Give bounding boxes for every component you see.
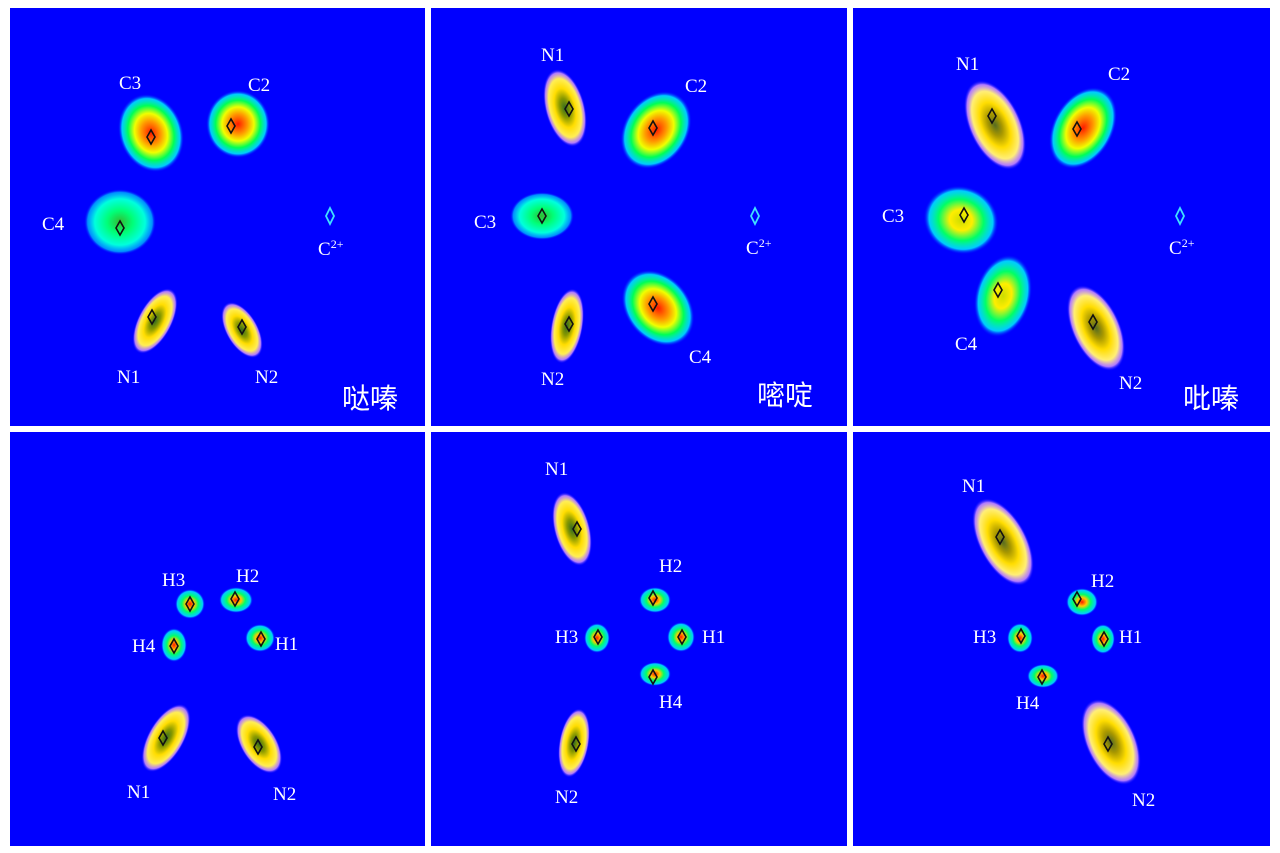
- label: C3: [882, 206, 904, 227]
- label: N1: [956, 54, 979, 75]
- label: H3: [162, 570, 185, 591]
- density-blob: [963, 80, 1027, 170]
- label: N2: [1119, 373, 1142, 394]
- label: N2: [541, 369, 564, 390]
- density-blob: [1027, 664, 1059, 688]
- density-blob: [141, 703, 191, 773]
- density-map: H3 H2 H4 H1 N1 N2: [127, 566, 298, 805]
- density-blob: [1066, 285, 1126, 371]
- density-blob: [1091, 624, 1115, 654]
- position-markers: [158, 590, 266, 756]
- label: C3: [119, 73, 141, 94]
- label: H2: [659, 556, 682, 577]
- label: H2: [1091, 571, 1114, 592]
- density-blob: [510, 192, 574, 240]
- label: C4: [42, 214, 65, 235]
- density-blob: [552, 492, 592, 566]
- label: H4: [132, 636, 156, 657]
- density-blob: [206, 90, 270, 158]
- label: C2: [1108, 64, 1130, 85]
- density-blob: [558, 708, 590, 778]
- position-markers: [537, 100, 658, 333]
- density-blob: [235, 714, 283, 774]
- label: N1: [117, 367, 140, 388]
- density-blob: [923, 185, 999, 255]
- density-map: N1 H2 H3 H1 H4 N2: [962, 476, 1155, 811]
- label: H1: [1119, 627, 1142, 648]
- position-markers: [115, 117, 247, 336]
- label: H4: [659, 692, 683, 713]
- density-blob: [584, 623, 610, 653]
- label: H2: [236, 566, 259, 587]
- molecule-name: 嘧啶: [757, 379, 813, 412]
- density-blob: [1048, 87, 1118, 169]
- label: H1: [702, 627, 725, 648]
- label: H3: [973, 627, 996, 648]
- ion-label: C2+: [746, 236, 772, 259]
- density-blob: [132, 288, 178, 354]
- position-markers: [995, 528, 1113, 753]
- label: C3: [474, 212, 496, 233]
- molecule-name: 哒嗪: [342, 382, 398, 415]
- density-blob: [1007, 623, 1033, 653]
- panel-pyrimidine-hydrogen-nitrogen: N1 H2 H3 H1 H4 N2: [431, 432, 847, 846]
- density-map: C3 C2 C4 N1 N2 C2+ 哒嗪: [42, 73, 408, 415]
- ion-marker: [324, 205, 336, 227]
- density-map: N1 H2 H3 H1 H4 N2: [545, 459, 725, 808]
- density-blob: [117, 93, 185, 173]
- density-blob: [161, 628, 187, 662]
- label: H3: [555, 627, 578, 648]
- label: N1: [127, 782, 150, 803]
- ion-label: C2+: [1169, 236, 1195, 259]
- ion-label: C2+: [318, 237, 344, 260]
- density-blob: [667, 622, 695, 652]
- density-blob: [221, 301, 263, 359]
- label: N1: [541, 45, 564, 66]
- density-blob: [219, 587, 253, 613]
- label: N2: [555, 787, 578, 808]
- ion-marker: [1174, 205, 1186, 227]
- label: N2: [255, 367, 278, 388]
- density-map: N1 C2 C3 C4 N2 C2+ 吡嗪: [882, 54, 1244, 415]
- label: C2: [248, 75, 270, 96]
- label: H1: [275, 634, 298, 655]
- density-blob: [621, 269, 695, 347]
- panel-pyrazine-hydrogen-nitrogen: N1 H2 H3 H1 H4 N2: [853, 432, 1270, 846]
- label: C4: [689, 347, 712, 368]
- label: N2: [1132, 790, 1155, 811]
- density-blob: [1066, 588, 1098, 616]
- panel-pyrazine-carbon-nitrogen: N1 C2 C3 C4 N2 C2+ 吡嗪: [853, 8, 1270, 426]
- molecule-name: 吡嗪: [1183, 382, 1239, 415]
- density-blob: [973, 254, 1033, 338]
- label: N1: [962, 476, 985, 497]
- label: C4: [955, 334, 978, 355]
- label: H4: [1016, 693, 1040, 714]
- position-markers: [571, 520, 687, 753]
- density-blob: [175, 589, 205, 619]
- density-blob: [972, 498, 1034, 586]
- density-blob: [245, 624, 275, 652]
- panel-pyrimidine-carbon-nitrogen: N1 C2 C3 N2 C4 C2+ 嘧啶: [431, 8, 847, 426]
- label: N1: [545, 459, 568, 480]
- density-map: N1 C2 C3 N2 C4 C2+ 嘧啶: [474, 45, 839, 412]
- panel-pyridazine-carbon-nitrogen: C3 C2 C4 N1 N2 C2+ 哒嗪: [10, 8, 425, 426]
- label: C2: [685, 76, 707, 97]
- ion-marker: [749, 205, 761, 227]
- position-markers: [959, 107, 1098, 331]
- label: N2: [273, 784, 296, 805]
- panel-pyridazine-hydrogen-nitrogen: H3 H2 H4 H1 N1 N2: [10, 432, 425, 846]
